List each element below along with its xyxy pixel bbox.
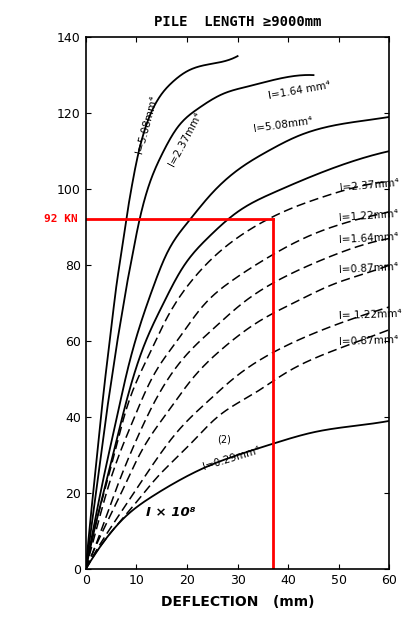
Text: I= 1.22mm⁴: I= 1.22mm⁴ xyxy=(338,308,401,320)
Title: PILE  LENGTH ≥9000mm: PILE LENGTH ≥9000mm xyxy=(154,15,320,29)
Text: I=1.64mm⁴: I=1.64mm⁴ xyxy=(338,232,398,245)
Text: I=2.37mm⁴: I=2.37mm⁴ xyxy=(166,111,203,168)
Text: (2): (2) xyxy=(217,435,230,445)
Text: I × 10⁸: I × 10⁸ xyxy=(146,506,195,519)
Text: 92 KN: 92 KN xyxy=(44,215,78,224)
X-axis label: DEFLECTION   (mm): DEFLECTION (mm) xyxy=(160,595,313,609)
Text: I=0.29mm⁴: I=0.29mm⁴ xyxy=(202,445,261,473)
Text: I=1.22mm⁴: I=1.22mm⁴ xyxy=(338,209,398,223)
Text: I=2.37mm⁴: I=2.37mm⁴ xyxy=(338,178,398,193)
Text: I=5.08mm⁴: I=5.08mm⁴ xyxy=(252,115,312,134)
Text: I=0.87mm⁴: I=0.87mm⁴ xyxy=(338,262,398,275)
Text: I=1.64 mm⁴: I=1.64 mm⁴ xyxy=(267,80,331,101)
Text: I=0.87mm⁴: I=0.87mm⁴ xyxy=(338,335,398,347)
Text: I=5.08mm⁴: I=5.08mm⁴ xyxy=(133,94,159,155)
